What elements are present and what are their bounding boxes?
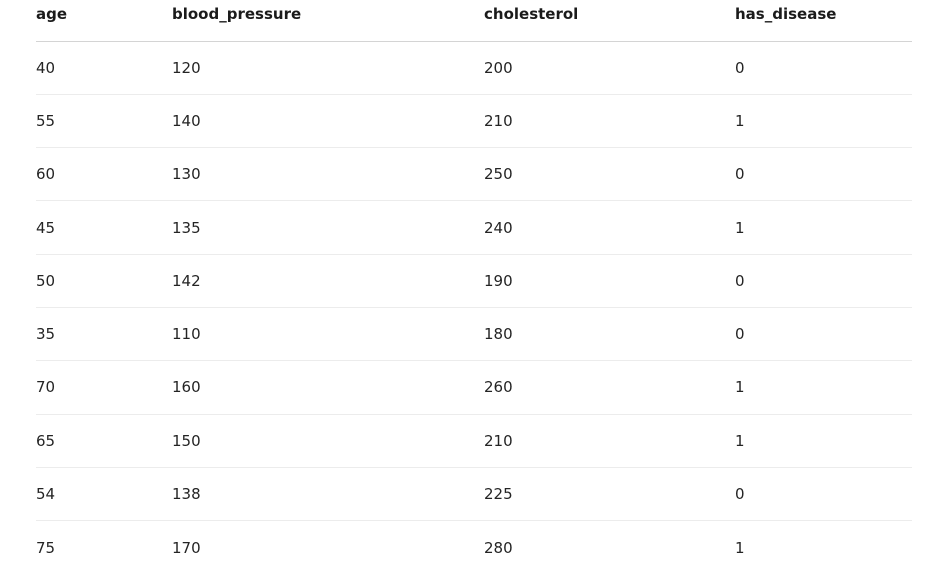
cholesterol-cell: 180 bbox=[484, 307, 735, 362]
age-cell: 75 bbox=[36, 538, 56, 557]
blood-pressure-cell: 110 bbox=[172, 307, 484, 362]
table-row: 54 138 225 0 bbox=[36, 467, 912, 522]
table-row: 35 110 180 0 bbox=[36, 307, 912, 362]
blood-pressure-cell: 138 bbox=[172, 467, 484, 522]
data-table: age blood_pressure cholesterol has_disea… bbox=[36, 0, 912, 574]
blood-pressure-cell: 160 bbox=[172, 360, 484, 415]
table-body: 40 120 200 0 55 140 210 1 60 130 250 0 45 135 240 1 50 14… bbox=[36, 41, 912, 574]
blood-pressure-cell: 170 bbox=[172, 538, 201, 557]
table-row: 40 120 200 0 bbox=[36, 41, 912, 95]
age-cell: 54 bbox=[36, 467, 172, 522]
age-cell: 55 bbox=[36, 94, 172, 149]
has-disease-cell: 0 bbox=[735, 147, 912, 202]
blood-pressure-cell: 150 bbox=[172, 414, 484, 468]
table-row: 45 135 240 1 bbox=[36, 200, 912, 255]
age-cell: 40 bbox=[36, 41, 172, 95]
has-disease-cell: 1 bbox=[735, 200, 912, 255]
has-disease-cell: 1 bbox=[735, 538, 745, 557]
age-cell: 60 bbox=[36, 147, 172, 202]
age-cell: 35 bbox=[36, 307, 172, 362]
blood-pressure-cell: 120 bbox=[172, 41, 484, 95]
has-disease-cell: 0 bbox=[735, 41, 912, 95]
age-cell: 65 bbox=[36, 414, 172, 468]
blood-pressure-cell: 135 bbox=[172, 200, 484, 255]
cholesterol-cell: 240 bbox=[484, 200, 735, 255]
table-row: 50 142 190 0 bbox=[36, 254, 912, 308]
has-disease-cell: 0 bbox=[735, 254, 912, 308]
cholesterol-cell: 190 bbox=[484, 254, 735, 308]
data-table-container: age blood_pressure cholesterol has_disea… bbox=[36, 0, 912, 574]
column-header-has-disease: has_disease bbox=[735, 0, 912, 42]
table-row: 65 150 210 1 bbox=[36, 414, 912, 468]
blood-pressure-cell: 130 bbox=[172, 147, 484, 202]
blood-pressure-cell: 142 bbox=[172, 254, 484, 308]
column-header-blood-pressure: blood_pressure bbox=[172, 0, 484, 42]
has-disease-cell: 1 bbox=[735, 360, 912, 415]
table-row: 70 160 260 1 bbox=[36, 360, 912, 415]
table-row: 55 140 210 1 bbox=[36, 94, 912, 149]
age-cell: 50 bbox=[36, 254, 172, 308]
cholesterol-cell: 260 bbox=[484, 360, 735, 415]
table-row: 60 130 250 0 bbox=[36, 147, 912, 202]
has-disease-cell: 0 bbox=[735, 467, 912, 522]
cholesterol-cell: 225 bbox=[484, 467, 735, 522]
column-header-age: age bbox=[36, 0, 172, 42]
cholesterol-cell: 280 bbox=[484, 538, 513, 557]
cholesterol-cell: 210 bbox=[484, 414, 735, 468]
has-disease-cell: 1 bbox=[735, 414, 912, 468]
cholesterol-cell: 200 bbox=[484, 41, 735, 95]
table-header: age blood_pressure cholesterol has_disea… bbox=[36, 0, 912, 42]
has-disease-cell: 1 bbox=[735, 94, 912, 149]
column-header-cholesterol: cholesterol bbox=[484, 0, 735, 42]
header-row: age blood_pressure cholesterol has_disea… bbox=[36, 0, 912, 42]
blood-pressure-cell: 140 bbox=[172, 94, 484, 149]
table-row: 75 170 280 1 bbox=[36, 521, 912, 574]
cholesterol-cell: 210 bbox=[484, 94, 735, 149]
age-cell: 70 bbox=[36, 360, 172, 415]
has-disease-cell: 0 bbox=[735, 307, 912, 362]
cholesterol-cell: 250 bbox=[484, 147, 735, 202]
age-cell: 45 bbox=[36, 200, 172, 255]
